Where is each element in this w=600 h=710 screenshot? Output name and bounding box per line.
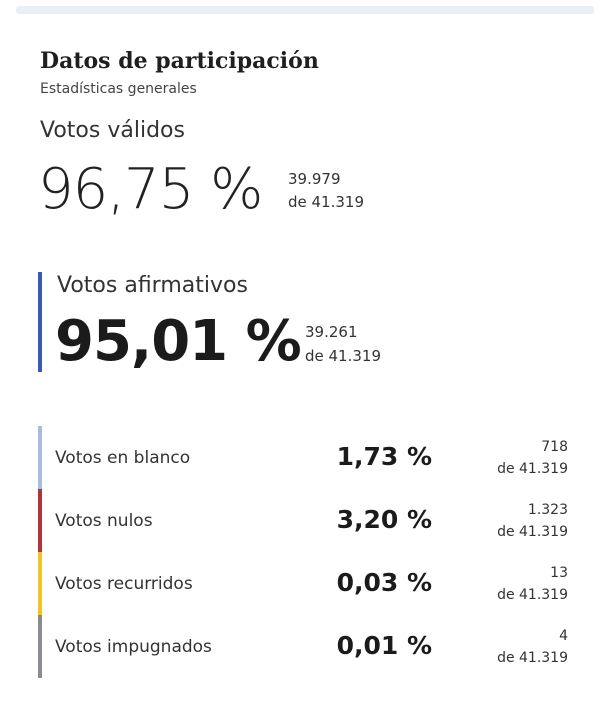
affirmative-color-bar — [38, 272, 42, 372]
card-subtitle: Estadísticas generales — [40, 81, 197, 97]
affirmative-votes-percent: 95,01 % — [55, 309, 302, 374]
card-title: Datos de participación — [40, 48, 319, 74]
blank-votes-color-bar — [38, 426, 42, 489]
blank-votes-number: 718 — [541, 439, 568, 455]
null-votes-color-bar — [38, 489, 42, 552]
null-votes-total: de 41.319 — [497, 524, 568, 540]
affirmative-votes-label: Votos afirmativos — [57, 273, 248, 298]
appealed-votes-color-bar — [38, 552, 42, 615]
valid-votes-total: de 41.319 — [288, 193, 365, 211]
challenged-votes-count: 4 de 41.319 — [497, 625, 568, 669]
affirmative-votes-total: de 41.319 — [305, 347, 382, 365]
null-votes-count: 1.323 de 41.319 — [497, 499, 568, 543]
null-votes-number: 1.323 — [527, 502, 568, 518]
challenged-votes-total: de 41.319 — [497, 650, 568, 666]
appealed-votes-row: Votos recurridos 0,03 % 13 de 41.319 — [38, 552, 578, 615]
valid-votes-label: Votos válidos — [40, 118, 185, 143]
challenged-votes-label: Votos impugnados — [55, 637, 212, 657]
blank-votes-total: de 41.319 — [497, 461, 568, 477]
appealed-votes-number: 13 — [550, 565, 568, 581]
challenged-votes-color-bar — [38, 615, 42, 678]
blank-votes-count: 718 de 41.319 — [497, 436, 568, 480]
appealed-votes-percent: 0,03 % — [336, 568, 432, 597]
card-top-border — [16, 6, 594, 14]
null-votes-label: Votos nulos — [55, 511, 153, 531]
null-votes-percent: 3,20 % — [336, 505, 432, 534]
blank-votes-label: Votos en blanco — [55, 448, 191, 468]
challenged-votes-number: 4 — [559, 628, 568, 644]
valid-votes-number: 39.979 — [288, 170, 341, 188]
appealed-votes-count: 13 de 41.319 — [497, 562, 568, 606]
challenged-votes-row: Votos impugnados 0,01 % 4 de 41.319 — [38, 615, 578, 678]
appealed-votes-total: de 41.319 — [497, 587, 568, 603]
affirmative-votes-number: 39.261 — [305, 323, 358, 341]
valid-votes-percent: 96,75 % — [38, 157, 263, 222]
blank-votes-percent: 1,73 % — [336, 442, 432, 471]
blank-votes-row: Votos en blanco 1,73 % 718 de 41.319 — [38, 426, 578, 489]
participation-card — [16, 14, 594, 704]
challenged-votes-percent: 0,01 % — [336, 631, 432, 660]
null-votes-row: Votos nulos 3,20 % 1.323 de 41.319 — [38, 489, 578, 552]
appealed-votes-label: Votos recurridos — [55, 574, 193, 594]
affirmative-votes-count: 39.261 de 41.319 — [305, 320, 381, 368]
valid-votes-count: 39.979 de 41.319 — [288, 168, 364, 214]
